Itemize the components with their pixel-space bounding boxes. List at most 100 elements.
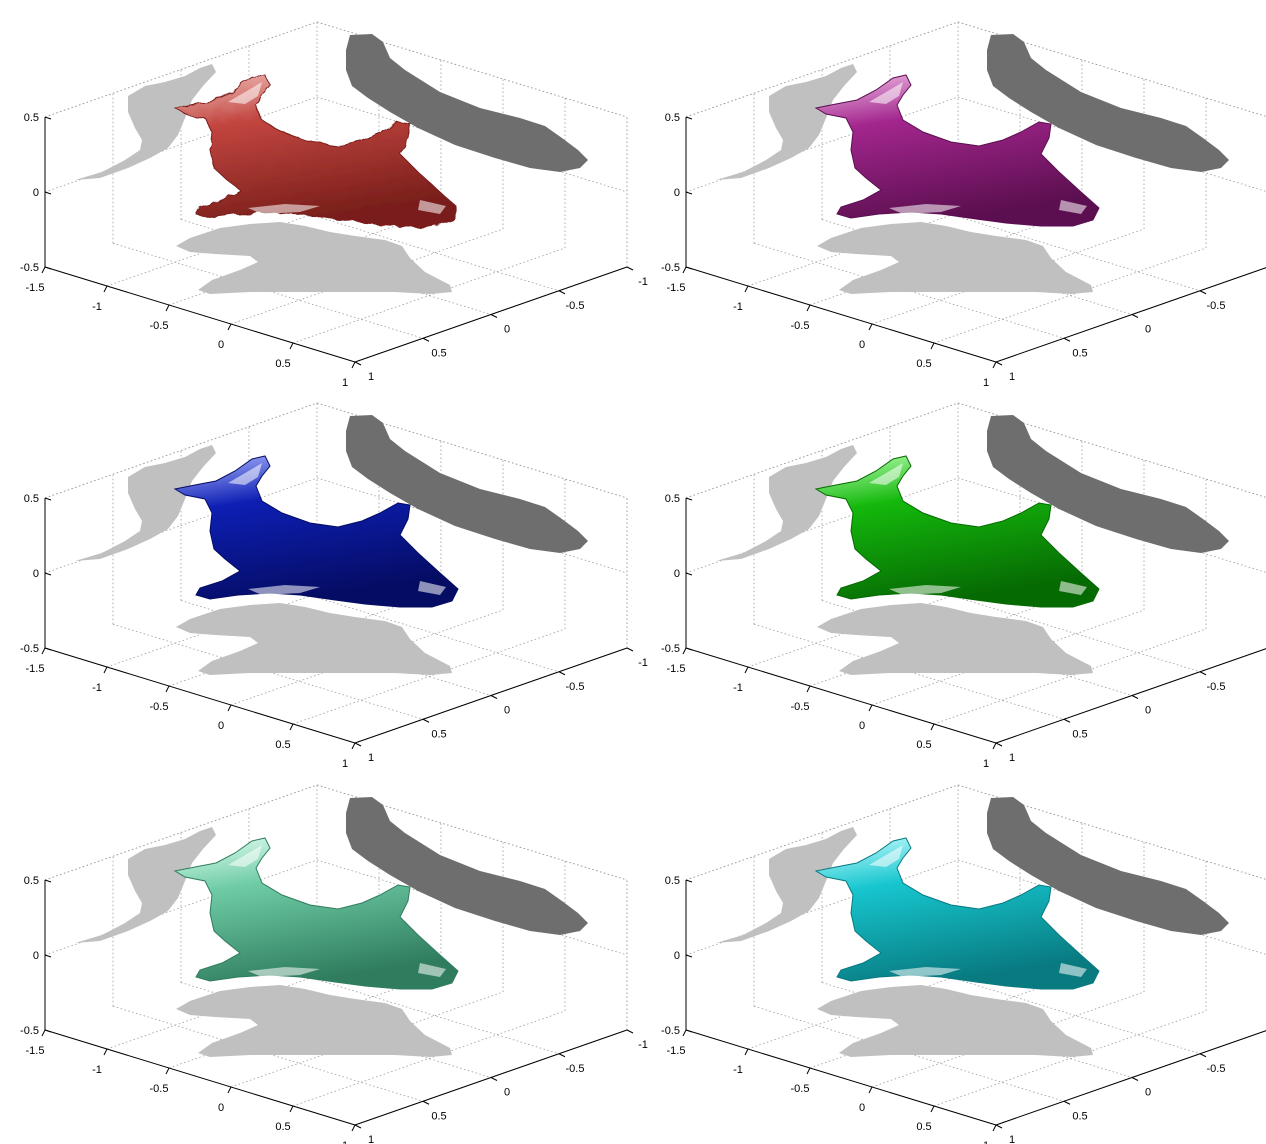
x-tick-mark (41, 1029, 46, 1037)
x-tick-mark (351, 1124, 356, 1132)
wall-edge (685, 784, 959, 881)
panel-aquamarine: 0.5 0 -0.5 -1.5 -1 -0.5 0 0.5 1 -1 -0.5 0 0.5 1 (0, 763, 648, 1144)
y-tick-label: -0.5 (1207, 1063, 1226, 1075)
y-tick-label: 1 (368, 1134, 374, 1144)
y-tick-mark (626, 647, 634, 652)
x-tick-mark (682, 266, 687, 274)
y-tick-label: -0.5 (1207, 681, 1226, 693)
x-tick-label: 0.5 (275, 358, 290, 370)
z-tick-label: 0.5 (665, 112, 680, 124)
x-tick-label: 1 (342, 758, 348, 770)
x-tick-label: -1.5 (667, 663, 686, 675)
x-tick-label: -0.5 (150, 320, 169, 332)
y-tick-mark (490, 1077, 498, 1081)
side-projection-shadow (75, 827, 216, 943)
z-tick-label: -0.5 (20, 262, 39, 274)
y-tick-mark (995, 742, 1003, 747)
y-tick-label: -1 (638, 276, 648, 288)
axes-3d: 0.50-0.5-1.5-1-0.500.51-1-0.500.51 (661, 21, 1266, 389)
x-tick-mark (930, 723, 935, 731)
z-tick-mark (44, 647, 52, 651)
z-tick-mark (44, 1029, 52, 1033)
y-tick-label: -0.5 (566, 1063, 585, 1075)
x-tick-mark (806, 685, 811, 693)
x-axis-line (685, 1029, 997, 1126)
x-tick-label: -1 (92, 1064, 102, 1076)
y-tick-mark (1199, 671, 1207, 676)
z-tick-label: 0.5 (24, 493, 39, 505)
axes-3d: 0.50-0.5-1.5-1-0.500.51-1-0.500.51 (661, 784, 1266, 1144)
x-axis-line (44, 647, 356, 744)
x-tick-mark (165, 685, 170, 693)
airplane-surface (814, 837, 1100, 990)
back-projection-shadow (987, 797, 1229, 935)
z-tick-mark (685, 191, 693, 195)
x-tick-label: -1 (92, 301, 102, 313)
x-tick-mark (744, 1048, 749, 1056)
x-tick-mark (868, 704, 873, 712)
x-tick-label: -1.5 (667, 1045, 686, 1057)
specular-highlight (418, 581, 446, 595)
x-tick-mark (41, 266, 46, 274)
x-tick-label: 0.5 (916, 739, 931, 751)
specular-highlight (418, 963, 446, 977)
z-tick-mark (685, 954, 693, 958)
x-tick-mark (930, 342, 935, 350)
y-tick-mark (1063, 718, 1071, 723)
z-tick-mark (44, 497, 52, 501)
panel-red: 0.5 0 -0.5 -1.5 -1 -0.5 0 0.5 1 -1 -0.5 0 0.5 1 (0, 0, 648, 389)
y-tick-mark (354, 1124, 362, 1129)
z-tick-label: 0 (674, 568, 680, 580)
x-tick-label: -1.5 (26, 663, 45, 675)
x-tick-mark (103, 1048, 108, 1056)
side-projection-shadow (75, 445, 216, 561)
x-tick-mark (682, 1029, 687, 1037)
y-tick-label: -1 (638, 1039, 648, 1051)
side-projection-shadow (716, 827, 857, 943)
x-tick-label: -0.5 (791, 701, 810, 713)
specular-highlight (869, 82, 903, 104)
y-tick-mark (422, 1100, 430, 1105)
z-tick-label: 0.5 (665, 493, 680, 505)
y-tick-mark (1131, 314, 1139, 318)
y-tick-mark (354, 742, 362, 747)
y-tick-label: 0 (1145, 1087, 1151, 1099)
y-tick-mark (422, 718, 430, 723)
back-projection-shadow (346, 34, 588, 172)
x-tick-mark (227, 323, 232, 331)
z-tick-mark (685, 497, 693, 501)
x-axis-line (44, 266, 356, 363)
y-tick-label: 1 (1009, 752, 1015, 764)
y-tick-label: 1 (1009, 1134, 1015, 1144)
back-projection-shadow (346, 415, 588, 553)
panel-magenta: 0.5 0 -0.5 -1.5 -1 -0.5 0 0.5 1 -1 -0.5 0 0.5 1 (641, 0, 1266, 389)
y-tick-mark (995, 1124, 1003, 1129)
z-tick-label: -0.5 (661, 643, 680, 655)
back-projection-shadow (987, 415, 1229, 553)
x-tick-label: 0 (859, 1102, 865, 1114)
wall-edge (685, 21, 959, 118)
y-tick-mark (490, 695, 498, 699)
airplane-surface (173, 455, 459, 608)
y-tick-label: 1 (368, 371, 374, 383)
x-tick-mark (806, 1067, 811, 1075)
specular-highlight (228, 82, 262, 104)
x-tick-label: 0 (218, 339, 224, 351)
y-tick-mark (354, 361, 362, 366)
x-tick-label: 0.5 (275, 739, 290, 751)
x-tick-mark (930, 1105, 935, 1113)
x-tick-mark (868, 1086, 873, 1094)
back-projection-shadow (346, 797, 588, 935)
x-tick-mark (992, 742, 997, 750)
y-tick-mark (490, 314, 498, 318)
x-tick-label: -1 (733, 1064, 743, 1076)
axes-3d: 0.50-0.5-1.5-1-0.500.51-1-0.500.51 (661, 402, 1266, 770)
x-tick-mark (992, 361, 997, 369)
z-tick-mark (685, 879, 693, 883)
y-tick-label: 1 (1009, 371, 1015, 383)
x-tick-mark (289, 723, 294, 731)
y-tick-label: 0 (504, 1087, 510, 1099)
x-tick-mark (682, 647, 687, 655)
y-tick-label: 0 (1145, 705, 1151, 717)
x-tick-label: 1 (983, 758, 989, 770)
